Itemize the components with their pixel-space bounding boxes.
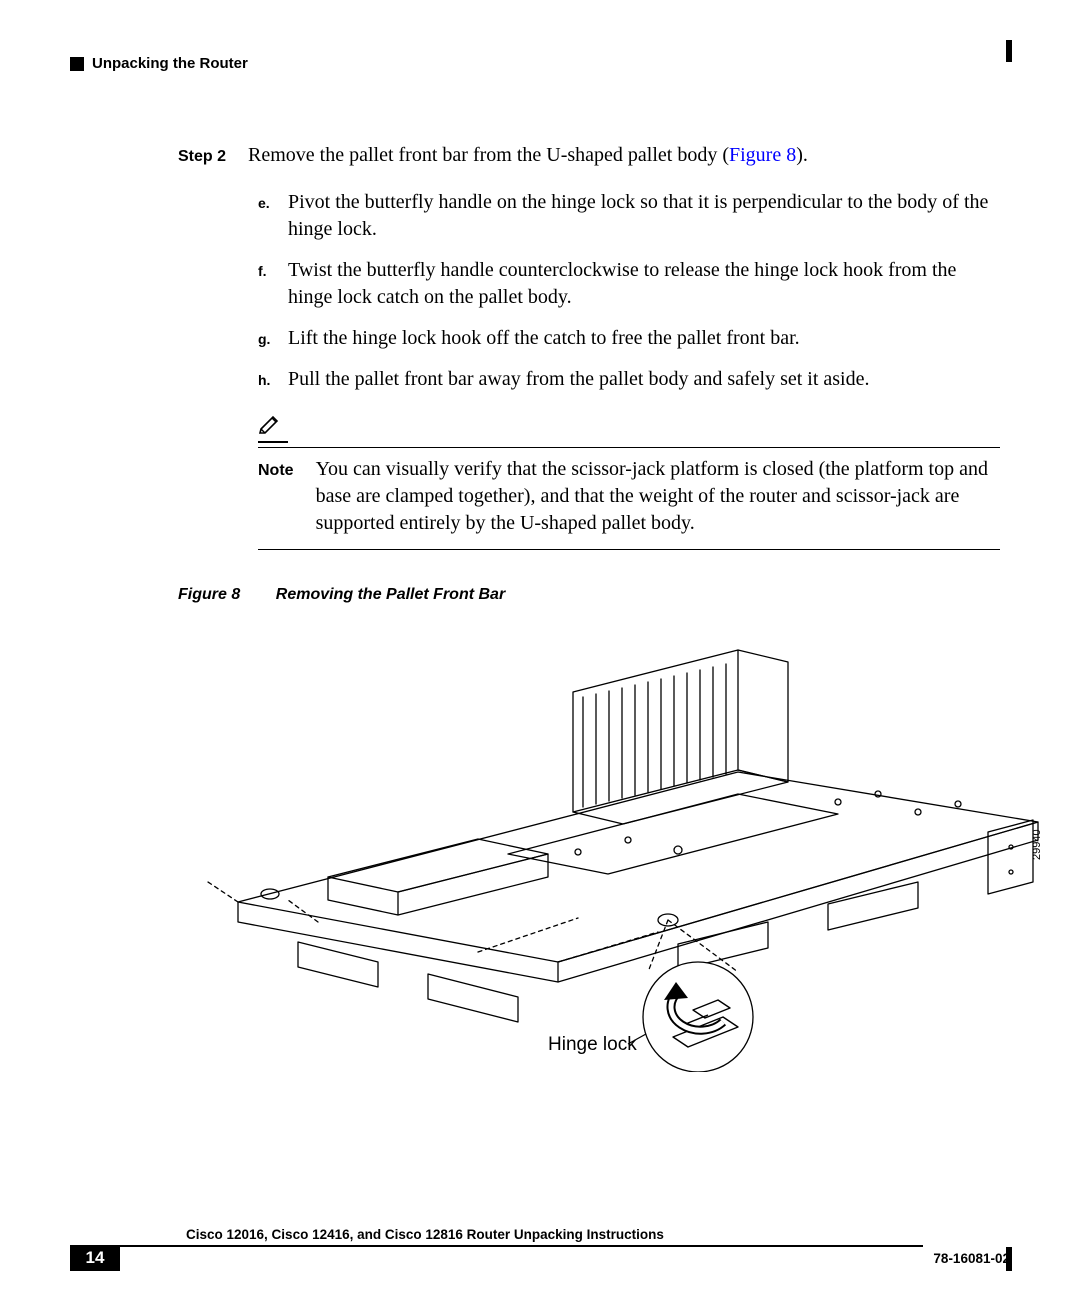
step-label: Step 2 [178,148,226,166]
note-rule-bottom [258,549,1000,550]
step-text-after: ). [796,144,808,166]
substeps-list: e. Pivot the butterfly handle on the hin… [258,189,1000,393]
step-row: Step 2 Remove the pallet front bar from … [178,142,1000,169]
drawing-number: 29940 [1031,829,1043,860]
hinge-lock-callout-text: Hinge lock [548,1034,637,1055]
substep-row: h. Pull the pallet front bar away from t… [258,366,1000,393]
substep-marker: f. [258,263,274,279]
step-text-before: Remove the pallet front bar from the U-s… [248,144,729,166]
figure-link[interactable]: Figure 8 [729,144,796,166]
pencil-icon [258,411,282,435]
running-header: Unpacking the Router [70,55,1010,72]
note-rule-top [258,447,1000,448]
note-block: Note You can visually verify that the sc… [258,411,1000,550]
substep-text: Pull the pallet front bar away from the … [288,366,870,393]
figure-label: Figure 8 [178,586,240,603]
doc-number: 78-16081-02 [923,1251,1010,1266]
substep-row: e. Pivot the butterfly handle on the hin… [258,189,1000,243]
substep-text: Twist the butterfly handle counterclockw… [288,257,1000,311]
step-text: Remove the pallet front bar from the U-s… [248,142,808,169]
note-label: Note [258,462,294,480]
page-number: 14 [70,1245,120,1271]
substep-text: Lift the hinge lock hook off the catch t… [288,325,800,352]
substep-marker: e. [258,195,274,211]
pencil-underline [258,441,288,443]
header-tick [70,57,84,71]
content-area: Step 2 Remove the pallet front bar from … [178,142,1000,1077]
crop-mark-bottom-right [1006,1247,1012,1271]
figure-holder: Hinge lock 29940 [178,622,1000,1077]
substep-row: f. Twist the butterfly handle counterclo… [258,257,1000,311]
substep-text: Pivot the butterfly handle on the hinge … [288,189,1000,243]
figure-illustration: Hinge lock 29940 [178,622,1058,1072]
footer-rule [120,1245,923,1271]
substep-marker: h. [258,372,274,388]
crop-mark-top-right [1006,40,1012,62]
figure-title: Removing the Pallet Front Bar [276,586,505,603]
note-text: You can visually verify that the scissor… [316,456,1000,537]
footer-doc-title: Cisco 12016, Cisco 12416, and Cisco 1281… [186,1227,1010,1242]
header-section-title: Unpacking the Router [92,55,248,72]
figure-caption: Figure 8 Removing the Pallet Front Bar [178,586,1000,604]
footer: Cisco 12016, Cisco 12416, and Cisco 1281… [70,1227,1010,1271]
substep-row: g. Lift the hinge lock hook off the catc… [258,325,1000,352]
substep-marker: g. [258,331,274,347]
